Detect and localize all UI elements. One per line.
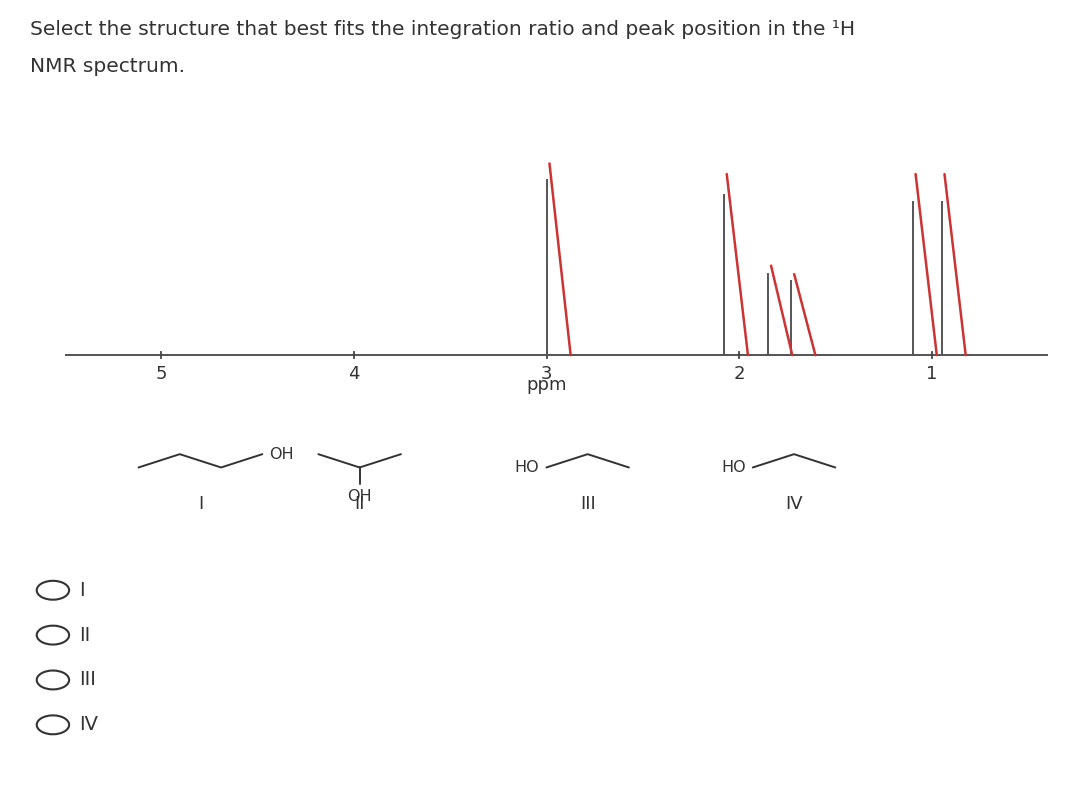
- Text: I: I: [198, 494, 203, 512]
- Text: OH: OH: [348, 489, 372, 504]
- Text: Select the structure that best fits the integration ratio and peak position in t: Select the structure that best fits the …: [30, 20, 855, 39]
- Text: ppm: ppm: [526, 376, 567, 394]
- Text: HO: HO: [721, 460, 746, 475]
- Text: OH: OH: [269, 447, 294, 462]
- Text: III: III: [79, 671, 96, 689]
- Text: 3: 3: [541, 364, 552, 382]
- Text: IV: IV: [79, 715, 98, 734]
- Text: III: III: [580, 494, 595, 512]
- Text: I: I: [79, 581, 84, 600]
- Text: II: II: [354, 494, 365, 512]
- Text: NMR spectrum.: NMR spectrum.: [30, 57, 186, 76]
- Text: IV: IV: [785, 494, 802, 512]
- Text: 4: 4: [348, 364, 360, 382]
- Text: HO: HO: [515, 460, 540, 475]
- Text: 2: 2: [733, 364, 745, 382]
- Text: 1: 1: [927, 364, 937, 382]
- Text: 5: 5: [156, 364, 167, 382]
- Text: II: II: [79, 626, 90, 645]
